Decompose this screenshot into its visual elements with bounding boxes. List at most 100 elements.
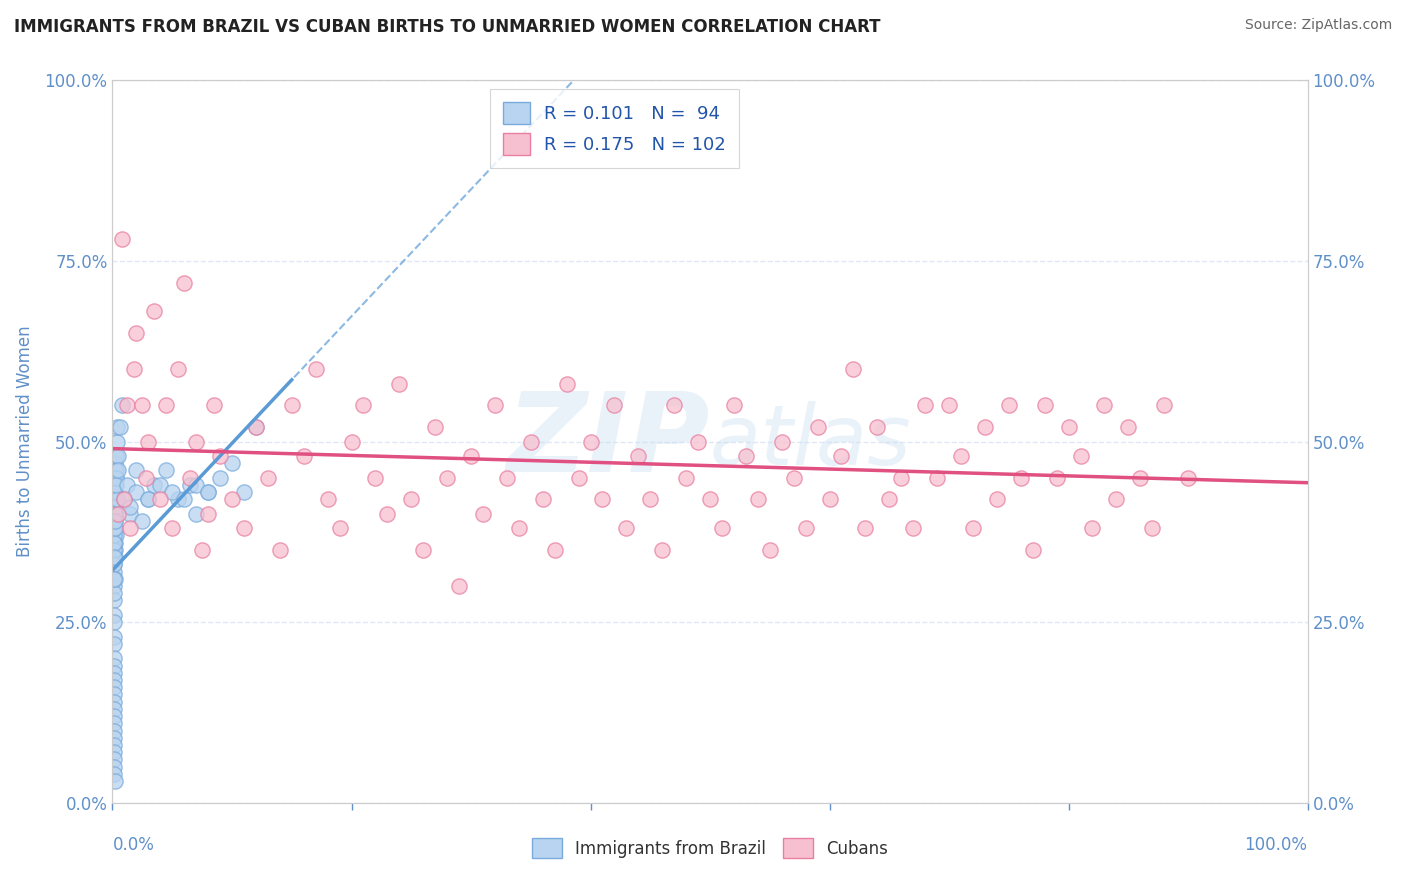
Point xyxy=(1153,398,1175,412)
Point xyxy=(186,434,208,449)
Point xyxy=(111,398,134,412)
Point xyxy=(103,535,125,549)
Point xyxy=(388,376,411,391)
Point xyxy=(104,521,127,535)
Point xyxy=(122,362,145,376)
Point xyxy=(105,463,128,477)
Point xyxy=(105,470,128,484)
Point xyxy=(103,716,125,731)
Point xyxy=(114,492,135,507)
Point xyxy=(104,485,127,500)
Point xyxy=(447,579,470,593)
Point xyxy=(103,521,125,535)
Point xyxy=(818,492,841,507)
Point xyxy=(1118,420,1140,434)
Point xyxy=(735,449,758,463)
Point xyxy=(245,420,267,434)
Point xyxy=(197,485,219,500)
Point xyxy=(711,521,734,535)
Point xyxy=(103,558,125,572)
Point xyxy=(173,276,195,290)
Text: atlas: atlas xyxy=(710,401,911,482)
Point xyxy=(197,485,219,500)
Point xyxy=(104,500,127,514)
Point xyxy=(352,398,374,412)
Point xyxy=(179,470,201,484)
Point xyxy=(103,593,125,607)
Point xyxy=(484,398,506,412)
Point xyxy=(103,651,125,665)
Point xyxy=(675,470,697,484)
Point xyxy=(401,492,423,507)
Point xyxy=(105,478,128,492)
Point xyxy=(103,478,125,492)
Point xyxy=(103,731,125,745)
Point xyxy=(103,767,125,781)
Point xyxy=(104,507,127,521)
Point xyxy=(962,521,984,535)
Point xyxy=(664,398,686,412)
Point xyxy=(103,558,125,572)
Point xyxy=(104,550,127,565)
Point xyxy=(138,492,160,507)
Point xyxy=(412,542,434,557)
Point xyxy=(155,398,177,412)
Point xyxy=(104,521,127,535)
Point xyxy=(842,362,865,376)
Point xyxy=(186,507,208,521)
Point xyxy=(879,492,901,507)
Point xyxy=(104,572,127,586)
Point xyxy=(103,550,125,565)
Point xyxy=(1105,492,1128,507)
Point xyxy=(103,760,125,774)
Point xyxy=(105,420,128,434)
Point xyxy=(162,521,183,535)
Point xyxy=(104,463,127,477)
Point xyxy=(1129,470,1152,484)
Point xyxy=(114,492,135,507)
Point xyxy=(1010,470,1032,484)
Point xyxy=(759,542,782,557)
Point xyxy=(1081,521,1104,535)
Point xyxy=(103,745,125,759)
Point xyxy=(167,492,190,507)
Point xyxy=(292,449,315,463)
Point xyxy=(105,528,128,542)
Point xyxy=(329,521,352,535)
Point xyxy=(531,492,554,507)
Point xyxy=(651,542,673,557)
Point xyxy=(568,470,591,484)
Point xyxy=(103,565,125,579)
Point xyxy=(103,723,125,738)
Point xyxy=(340,434,363,449)
Point xyxy=(120,521,142,535)
Point xyxy=(903,521,925,535)
Point xyxy=(209,470,232,484)
Point xyxy=(103,492,125,507)
Point xyxy=(131,398,153,412)
Point xyxy=(723,398,745,412)
Point xyxy=(103,572,125,586)
Point xyxy=(107,463,129,477)
Point xyxy=(950,449,973,463)
Point xyxy=(125,463,148,477)
Point xyxy=(104,535,127,549)
Point xyxy=(105,434,128,449)
Point xyxy=(627,449,650,463)
Point xyxy=(135,470,157,484)
Point xyxy=(927,470,949,484)
Point xyxy=(115,398,138,412)
Point xyxy=(1142,521,1164,535)
Point xyxy=(221,492,243,507)
Point xyxy=(425,420,447,434)
Point xyxy=(143,478,166,492)
Point xyxy=(103,542,125,557)
Point xyxy=(257,470,280,484)
Point xyxy=(281,398,304,412)
Point xyxy=(1057,420,1080,434)
Point xyxy=(103,615,125,630)
Text: Source: ZipAtlas.com: Source: ZipAtlas.com xyxy=(1244,18,1392,32)
Point xyxy=(914,398,936,412)
Point xyxy=(111,232,134,246)
Point xyxy=(120,507,142,521)
